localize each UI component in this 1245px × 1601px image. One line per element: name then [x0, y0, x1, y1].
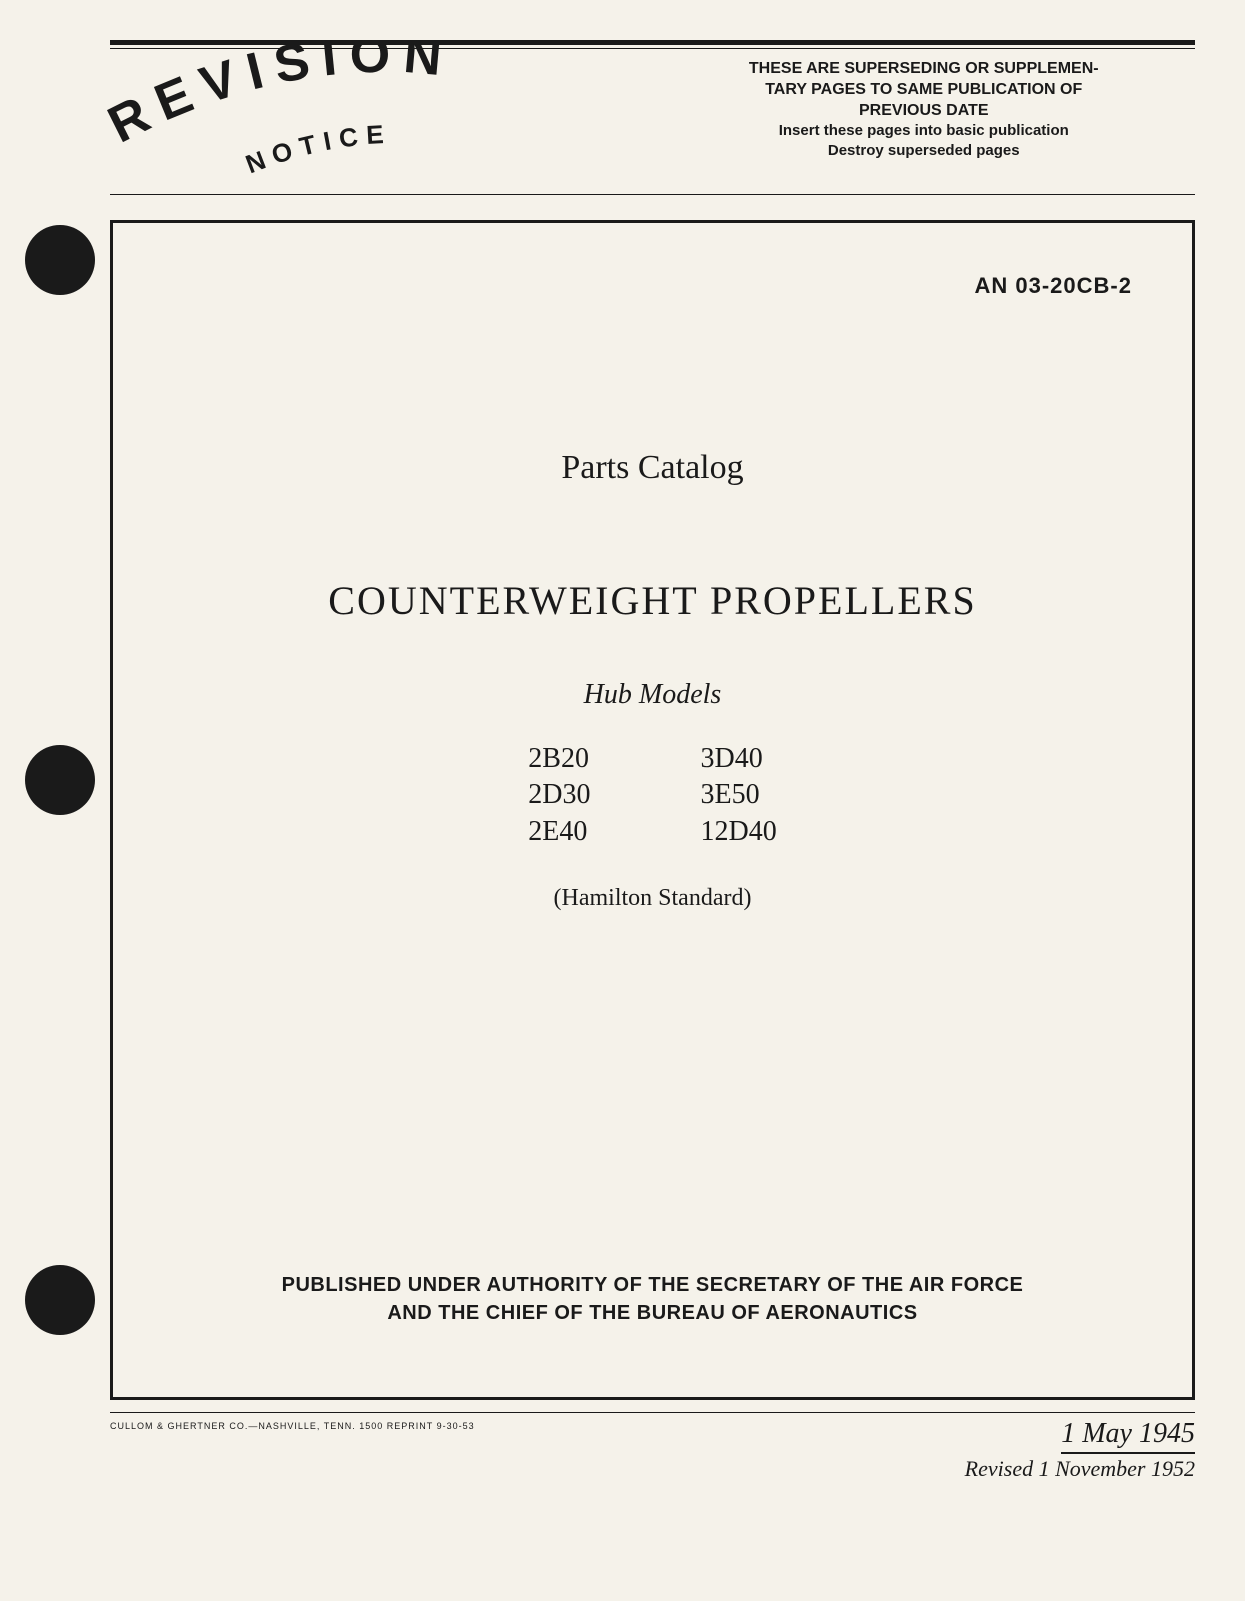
header-instructions: THESE ARE SUPERSEDING OR SUPPLEMEN- TARY…	[653, 54, 1196, 184]
revision-text: REVISION	[99, 44, 456, 154]
model-code: 12D40	[701, 814, 777, 850]
model-code: 2B20	[528, 741, 590, 777]
notice-text: NOTICE	[241, 119, 392, 180]
original-date: 1 May 1945	[1061, 1418, 1195, 1454]
footer-border	[110, 1412, 1195, 1413]
models-column-left: 2B20 2D30 2E40	[528, 741, 590, 850]
authority-statement: PUBLISHED UNDER AUTHORITY OF THE SECRETA…	[113, 1271, 1192, 1327]
manufacturer: (Hamilton Standard)	[173, 885, 1132, 912]
svg-text:REVISION: REVISION	[99, 44, 456, 154]
authority-line: AND THE CHIEF OF THE BUREAU OF AERONAUTI…	[113, 1299, 1192, 1327]
header-bottom-border	[110, 194, 1195, 195]
header-line: TARY PAGES TO SAME PUBLICATION OF	[663, 80, 1186, 101]
printer-info: CULLOM & GHERTNER CO.—NASHVILLE, TENN. 1…	[110, 1418, 475, 1482]
header-instruction: Destroy superseded pages	[663, 141, 1186, 161]
document-number: AN 03-20CB-2	[173, 273, 1132, 299]
revision-notice: REVISION NOTICE	[110, 54, 653, 184]
header-section: REVISION NOTICE THESE ARE SUPERSEDING OR…	[110, 54, 1195, 184]
svg-text:NOTICE: NOTICE	[241, 119, 392, 180]
model-code: 3D40	[701, 741, 777, 777]
authority-line: PUBLISHED UNDER AUTHORITY OF THE SECRETA…	[113, 1271, 1192, 1299]
footer: CULLOM & GHERTNER CO.—NASHVILLE, TENN. 1…	[110, 1418, 1195, 1482]
punch-hole	[25, 745, 95, 815]
model-code: 2D30	[528, 777, 590, 813]
model-code: 2E40	[528, 814, 590, 850]
date-section: 1 May 1945 Revised 1 November 1952	[965, 1418, 1195, 1482]
catalog-label: Parts Catalog	[173, 449, 1132, 487]
punch-hole	[25, 225, 95, 295]
header-line: PREVIOUS DATE	[663, 101, 1186, 122]
revised-date: Revised 1 November 1952	[965, 1456, 1195, 1482]
document-title: COUNTERWEIGHT PROPELLERS	[173, 577, 1132, 624]
header-line: THESE ARE SUPERSEDING OR SUPPLEMEN-	[663, 59, 1186, 80]
header-instruction: Insert these pages into basic publicatio…	[663, 121, 1186, 141]
models-grid: 2B20 2D30 2E40 3D40 3E50 12D40	[173, 741, 1132, 850]
punch-hole	[25, 1265, 95, 1335]
model-code: 3E50	[701, 777, 777, 813]
subtitle: Hub Models	[173, 679, 1132, 711]
main-content-box: AN 03-20CB-2 Parts Catalog COUNTERWEIGHT…	[110, 220, 1195, 1400]
models-column-right: 3D40 3E50 12D40	[701, 741, 777, 850]
revision-notice-svg: REVISION NOTICE	[90, 44, 610, 194]
